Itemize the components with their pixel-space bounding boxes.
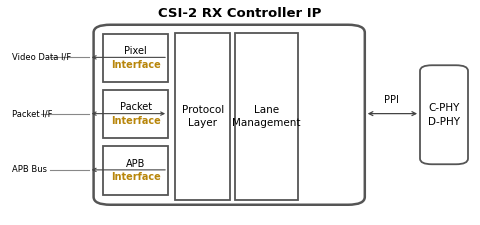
Bar <box>103 90 168 138</box>
Text: Interface: Interface <box>111 172 160 182</box>
Text: Interface: Interface <box>111 60 160 70</box>
Text: Packet: Packet <box>120 102 152 112</box>
Text: PPI: PPI <box>384 95 398 105</box>
Text: Interface: Interface <box>111 116 160 126</box>
Text: Management: Management <box>232 118 300 128</box>
Bar <box>175 33 230 200</box>
FancyBboxPatch shape <box>420 65 468 164</box>
Text: Pixel: Pixel <box>124 46 147 56</box>
FancyBboxPatch shape <box>94 25 365 205</box>
Text: Layer: Layer <box>188 118 217 128</box>
Bar <box>103 34 168 82</box>
Text: CSI-2 RX Controller IP: CSI-2 RX Controller IP <box>158 7 322 20</box>
Text: C-PHY: C-PHY <box>428 103 460 113</box>
Text: APB: APB <box>126 159 145 169</box>
Text: Video Data I/F: Video Data I/F <box>12 53 71 62</box>
Text: D-PHY: D-PHY <box>428 117 460 126</box>
Text: Packet I/F: Packet I/F <box>12 109 52 118</box>
Bar <box>235 33 298 200</box>
Text: Lane: Lane <box>254 105 279 115</box>
Text: APB Bus: APB Bus <box>12 165 47 174</box>
Bar <box>103 146 168 195</box>
Text: Protocol: Protocol <box>181 105 224 115</box>
